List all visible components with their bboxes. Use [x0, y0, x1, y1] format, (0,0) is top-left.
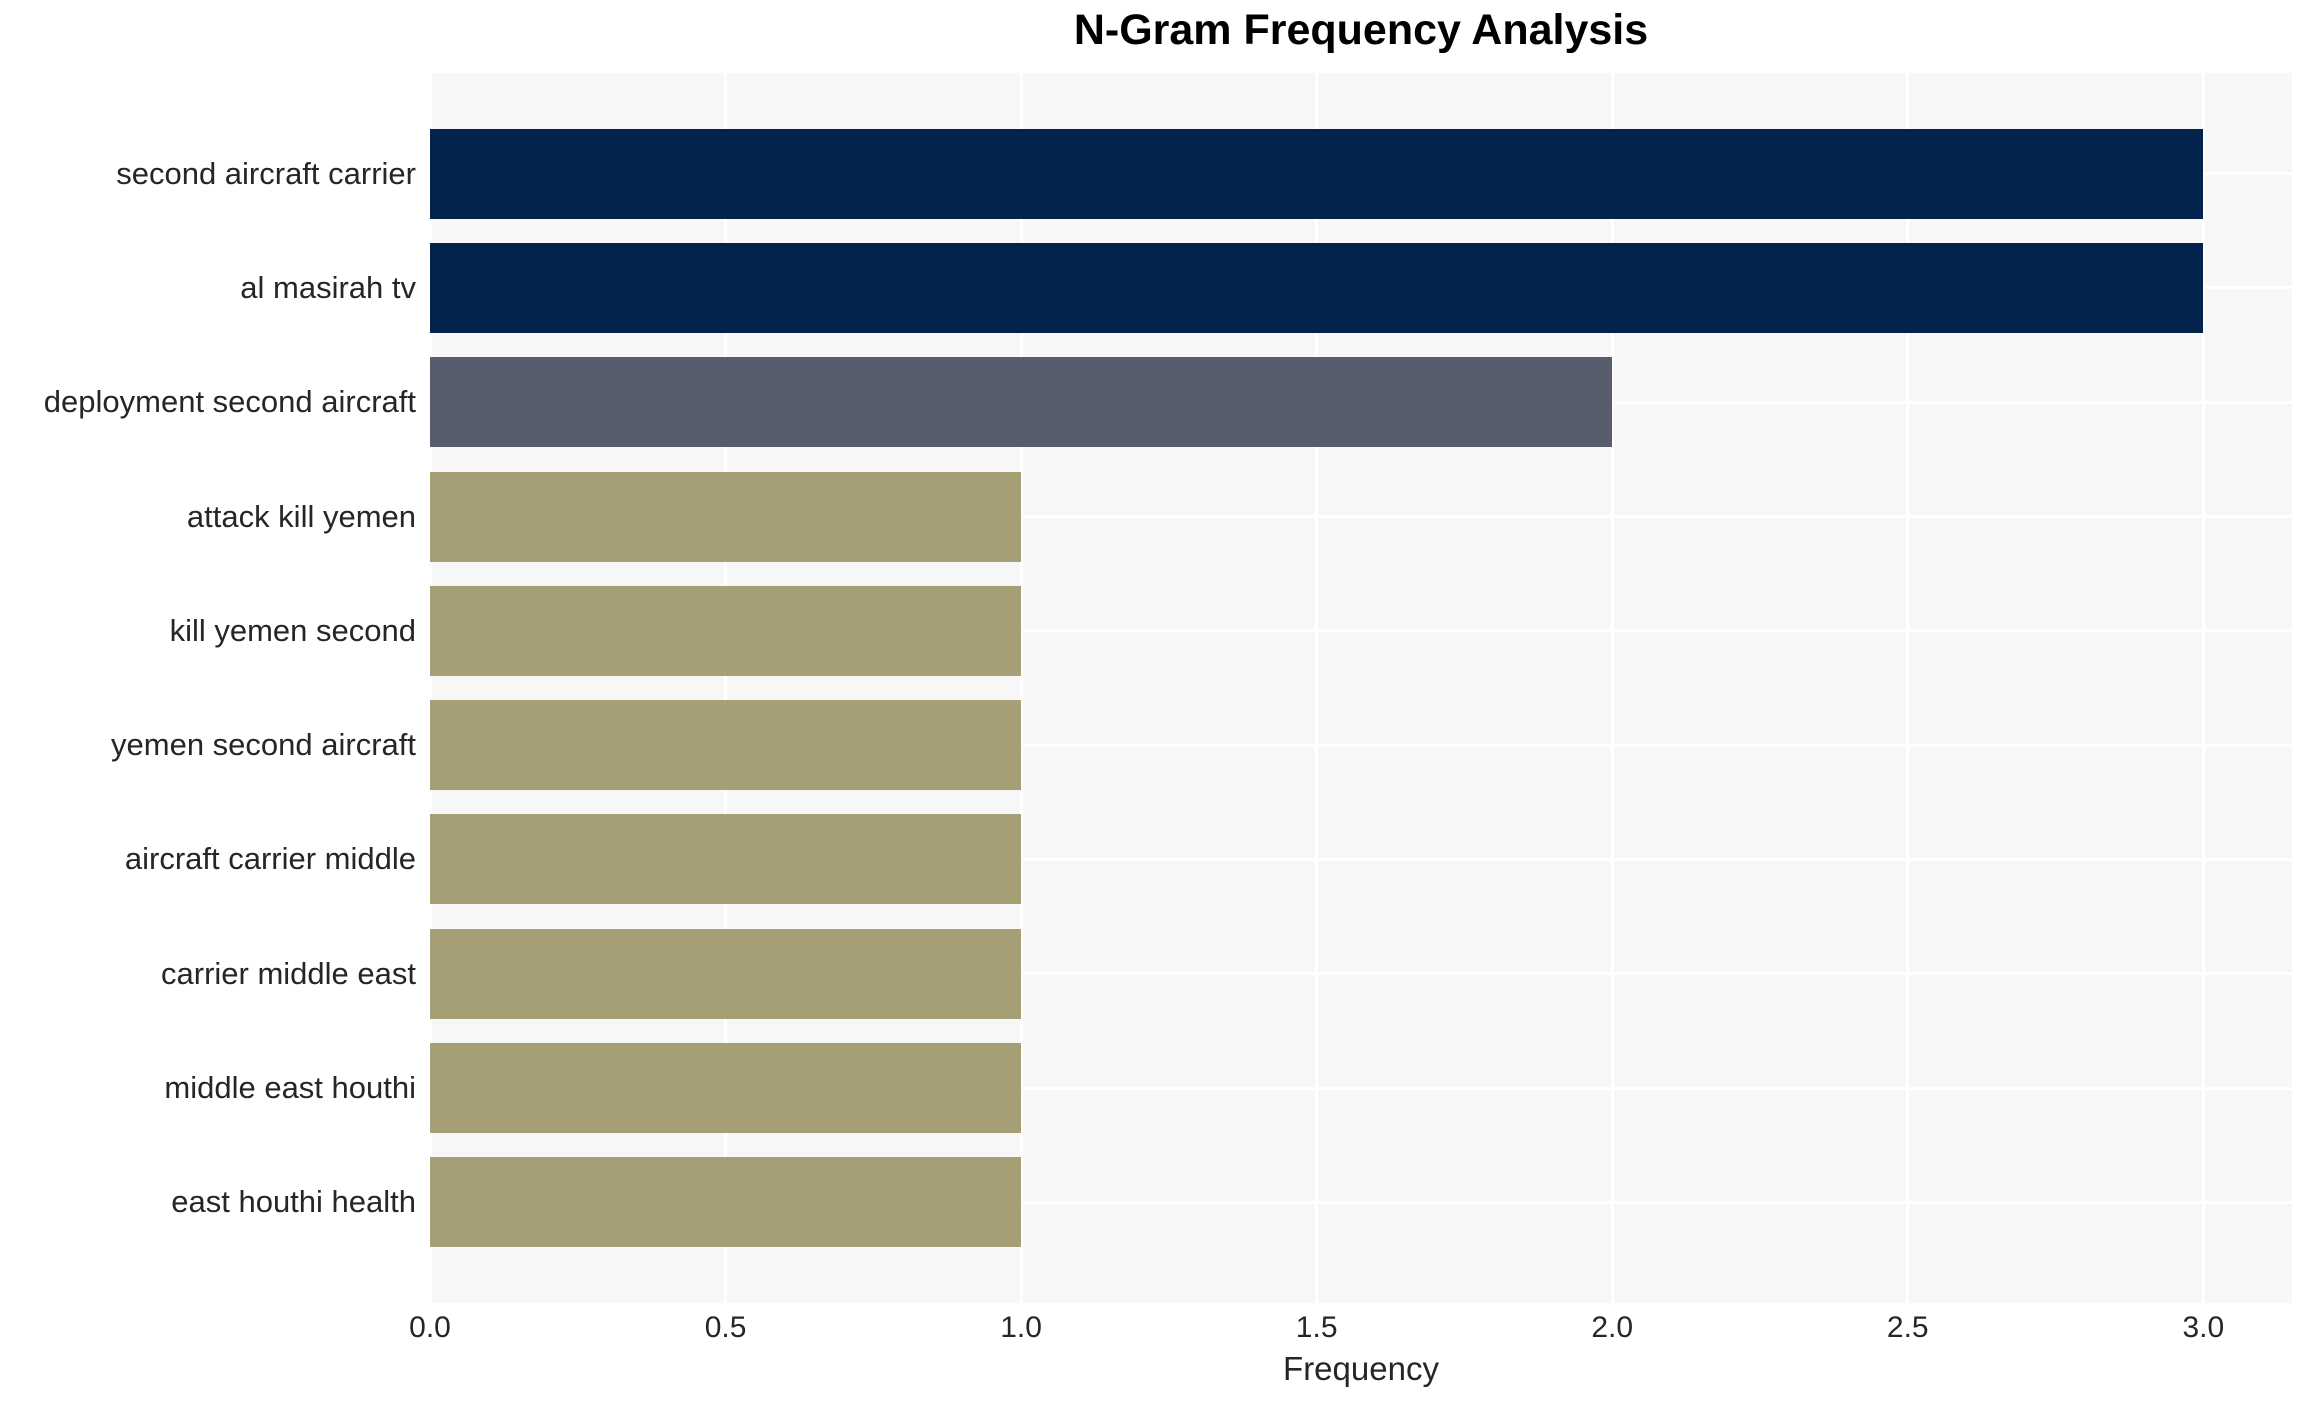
v-gridline	[2201, 73, 2205, 1303]
y-axis-labels: second aircraft carrier al masirah tv depl…	[0, 73, 416, 1303]
category-label: attack kill yemen	[186, 498, 416, 534]
bar	[430, 128, 2204, 219]
v-gridline	[724, 73, 728, 1303]
x-tick-label: 3.0	[2182, 1311, 2225, 1344]
category-label: aircraft carrier middle	[124, 841, 416, 877]
category-label: yemen second aircraft	[111, 727, 416, 763]
x-axis-title: Frequency	[1283, 1350, 1439, 1387]
bar	[430, 1157, 1022, 1248]
category-label: second aircraft carrier	[116, 155, 416, 191]
v-gridline	[1610, 73, 1614, 1303]
bar	[430, 585, 1022, 676]
plot-area	[428, 73, 2292, 1303]
bar	[430, 471, 1022, 562]
h-gridline	[430, 1200, 2292, 1204]
category-label: deployment second aircraft	[43, 384, 416, 420]
bar	[430, 357, 1613, 448]
chart-title: N-Gram Frequency Analysis	[1073, 6, 1649, 54]
bar	[430, 928, 1022, 1019]
x-tick-label: 1.0	[1000, 1311, 1042, 1344]
x-tick-label: 1.5	[1295, 1311, 1338, 1344]
v-gridline	[1906, 73, 1910, 1303]
h-gridline	[430, 857, 2292, 861]
h-gridline	[430, 515, 2292, 519]
h-gridline	[430, 629, 2292, 633]
category-label: kill yemen second	[169, 612, 416, 648]
x-tick-label: 2.0	[1591, 1311, 1634, 1344]
category-label: carrier middle east	[161, 955, 416, 991]
h-gridline	[430, 972, 2292, 976]
x-tick-label: 0.0	[409, 1311, 451, 1344]
bar	[430, 1043, 1022, 1134]
v-gridline	[1315, 73, 1319, 1303]
v-gridline	[1019, 73, 1023, 1303]
bar	[430, 700, 1022, 791]
h-gridline	[430, 1086, 2292, 1090]
category-label: middle east houthi	[164, 1070, 416, 1106]
category-label: east houthi health	[171, 1184, 416, 1220]
x-tick-label: 0.5	[704, 1311, 747, 1344]
category-label: al masirah tv	[240, 269, 416, 305]
v-gridline	[428, 73, 432, 1303]
h-gridline	[430, 743, 2292, 747]
bar	[430, 814, 1022, 905]
x-tick-label: 2.5	[1886, 1311, 1929, 1344]
bar	[430, 242, 2204, 333]
